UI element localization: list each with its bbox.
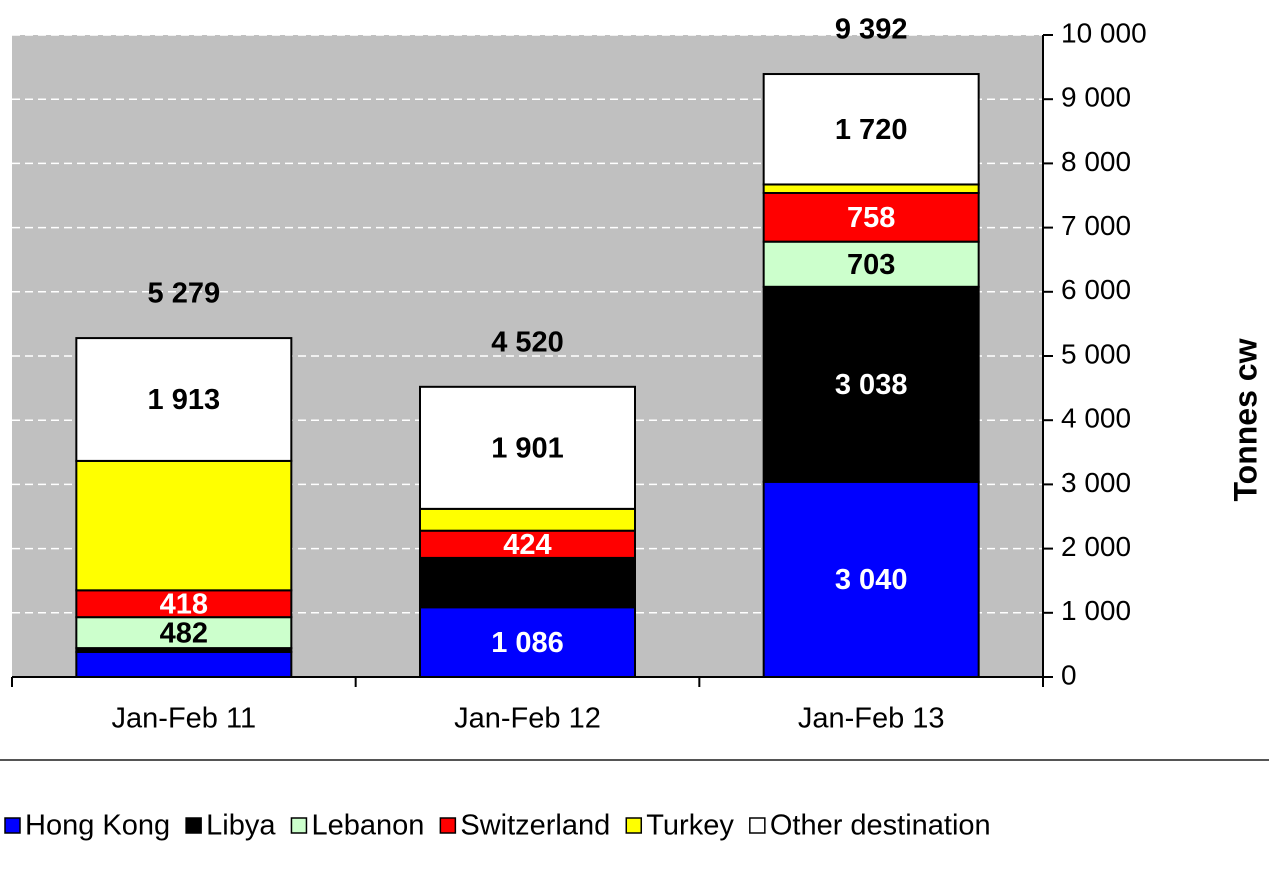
bar-segment — [762, 480, 980, 678]
bar-segment — [762, 183, 980, 194]
bar-segment — [75, 616, 293, 650]
data-label: 424 — [503, 529, 551, 561]
legend-swatch — [439, 817, 457, 834]
legend-label: Hong Kong — [25, 810, 170, 842]
y-tick-label: 9 000 — [1061, 82, 1131, 113]
legend-label: Turkey — [646, 810, 734, 842]
bar-segment — [762, 73, 980, 186]
data-label: 3 040 — [835, 564, 908, 596]
data-label: 703 — [847, 249, 895, 281]
bar-segment — [419, 385, 636, 510]
total-label: 5 279 — [148, 278, 221, 310]
legend-swatch — [4, 817, 21, 834]
x-tick-label: Jan-Feb 11 — [112, 703, 257, 735]
bar-segment — [419, 556, 636, 609]
y-tick-label: 6 000 — [1061, 274, 1131, 305]
data-label: 3 038 — [835, 369, 908, 401]
y-tick-label: 10 000 — [1061, 17, 1147, 48]
y-tick-label: 7 000 — [1061, 210, 1131, 241]
bar-segment — [75, 650, 293, 678]
y-tick-label: 4 000 — [1061, 403, 1131, 434]
y-tick-label: 8 000 — [1061, 146, 1131, 177]
x-tick-label: Jan-Feb 13 — [798, 703, 945, 735]
legend-swatch — [185, 817, 202, 834]
legend-label: Switzerland — [460, 810, 610, 842]
legend-swatch — [749, 817, 766, 834]
data-label: 482 — [160, 617, 208, 649]
total-label: 9 392 — [835, 14, 908, 46]
y-tick-label: 2 000 — [1061, 531, 1131, 562]
y-tick-label: 3 000 — [1061, 467, 1131, 498]
bar-segment — [75, 337, 293, 462]
x-tick-label: Jan-Feb 12 — [454, 703, 601, 735]
bar-segment — [419, 507, 636, 532]
data-label: 1 901 — [491, 432, 564, 464]
bar-segment — [75, 459, 293, 592]
data-label: 1 913 — [148, 384, 221, 416]
legend-label: Lebanon — [311, 810, 424, 842]
legend-label: Other destination — [770, 810, 991, 842]
data-label: 418 — [160, 588, 208, 620]
bar-segment — [75, 589, 293, 619]
data-label: 1 720 — [835, 114, 908, 146]
legend-swatch — [625, 817, 643, 834]
legend-label: Libya — [206, 810, 276, 842]
y-tick-label: 5 000 — [1061, 338, 1131, 369]
y-tick-label: 1 000 — [1061, 595, 1131, 626]
bar-segment — [419, 606, 636, 679]
data-label: 758 — [847, 202, 895, 234]
bar-segment — [762, 285, 980, 483]
y-axis-label: Tonnes cw — [1227, 338, 1263, 501]
bar-segment — [762, 191, 980, 243]
total-label: 4 520 — [491, 326, 564, 358]
legend-swatch — [290, 817, 308, 834]
y-tick-label: 0 — [1061, 659, 1077, 690]
bar-segment — [762, 240, 980, 288]
data-label: 1 086 — [491, 627, 564, 659]
